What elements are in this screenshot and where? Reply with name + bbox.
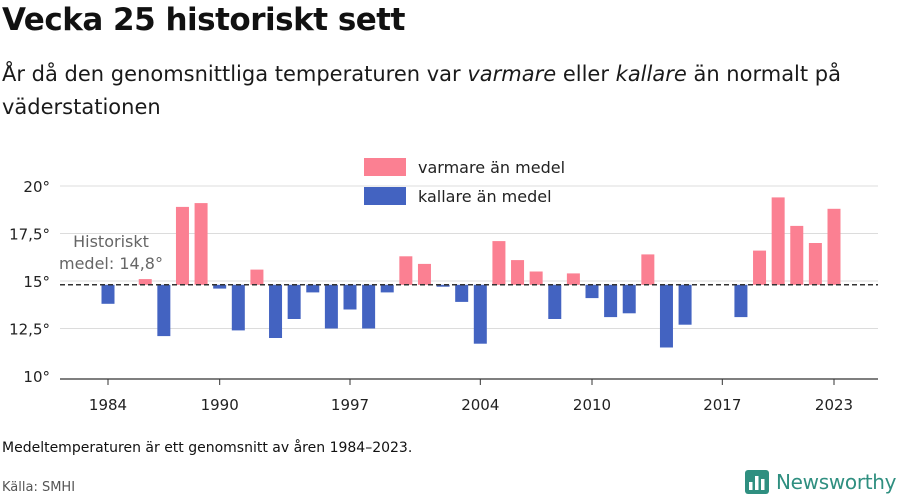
y-tick-label: 17,5° [9, 226, 50, 244]
bar-colder [287, 284, 301, 319]
bar-colder [455, 284, 469, 302]
bar-colder [324, 284, 338, 329]
y-tick-label: 20° [23, 178, 50, 196]
bar-colder [585, 284, 599, 299]
bar-colder [343, 284, 357, 310]
baseline-label: Historiskt [73, 232, 149, 251]
bar-warmer [194, 203, 208, 285]
bar-warmer [753, 250, 767, 285]
bar-colder [473, 284, 487, 344]
footnote: Medeltemperaturen är ett genomsnitt av å… [2, 440, 413, 456]
bar-colder [436, 284, 450, 287]
bar-warmer [771, 197, 785, 285]
legend-label: kallare än medel [418, 187, 552, 206]
subtitle-text-3: än normalt på väderstationen [2, 62, 841, 119]
bar-warmer [790, 225, 804, 285]
x-tick-label: 2017 [703, 396, 741, 414]
x-tick-label: 2010 [573, 396, 611, 414]
x-tick-label: 1984 [89, 396, 127, 414]
bar-colder [622, 284, 636, 314]
bar-warmer [641, 254, 655, 285]
bar-warmer [566, 273, 580, 285]
bar-colder [362, 284, 376, 329]
bar-colder [548, 284, 562, 319]
bar-colder [213, 284, 227, 289]
bar-colder [157, 284, 171, 337]
subtitle-warmer: varmare [467, 62, 557, 86]
subtitle-text-2: eller [556, 62, 616, 86]
x-tick-label: 1997 [331, 396, 369, 414]
bar-warmer [175, 206, 189, 285]
newsworthy-icon [745, 470, 769, 494]
bar-colder [231, 284, 245, 331]
bar-warmer [399, 256, 413, 285]
bar-warmer [250, 269, 264, 285]
bar-colder [101, 284, 115, 304]
bar-warmer [138, 279, 152, 285]
y-tick-label: 12,5° [9, 321, 50, 339]
subtitle-colder: kallare [615, 62, 687, 86]
page-subtitle: År då den genomsnittliga temperaturen va… [2, 58, 862, 124]
bar-warmer [827, 208, 841, 285]
bar-warmer [529, 271, 543, 285]
page-title: Vecka 25 historiskt sett [2, 2, 405, 38]
x-tick-label: 2023 [815, 396, 853, 414]
bar-colder [659, 284, 673, 348]
bar-warmer [492, 241, 506, 285]
source-credit: Källa: SMHI [2, 480, 76, 495]
bar-warmer [417, 263, 431, 285]
brand-logo: Newsworthy [744, 467, 897, 497]
x-tick-label: 1990 [201, 396, 239, 414]
bar-colder [306, 284, 320, 293]
bar-colder [734, 284, 748, 318]
brand-name: Newsworthy [776, 470, 897, 494]
legend-label: varmare än medel [418, 158, 565, 177]
y-tick-label: 15° [23, 273, 50, 291]
bar-colder [604, 284, 618, 318]
y-tick-label: 10° [23, 368, 50, 386]
bar-colder [678, 284, 692, 325]
legend-swatch [364, 187, 406, 205]
bar-warmer [511, 260, 525, 285]
bar-warmer [808, 243, 822, 285]
x-tick-label: 2004 [461, 396, 499, 414]
subtitle-text-1: År då den genomsnittliga temperaturen va… [2, 62, 468, 86]
bar-colder [269, 284, 283, 338]
bar-colder [380, 284, 394, 293]
legend-swatch [364, 158, 406, 176]
baseline-label: medel: 14,8° [59, 254, 163, 273]
